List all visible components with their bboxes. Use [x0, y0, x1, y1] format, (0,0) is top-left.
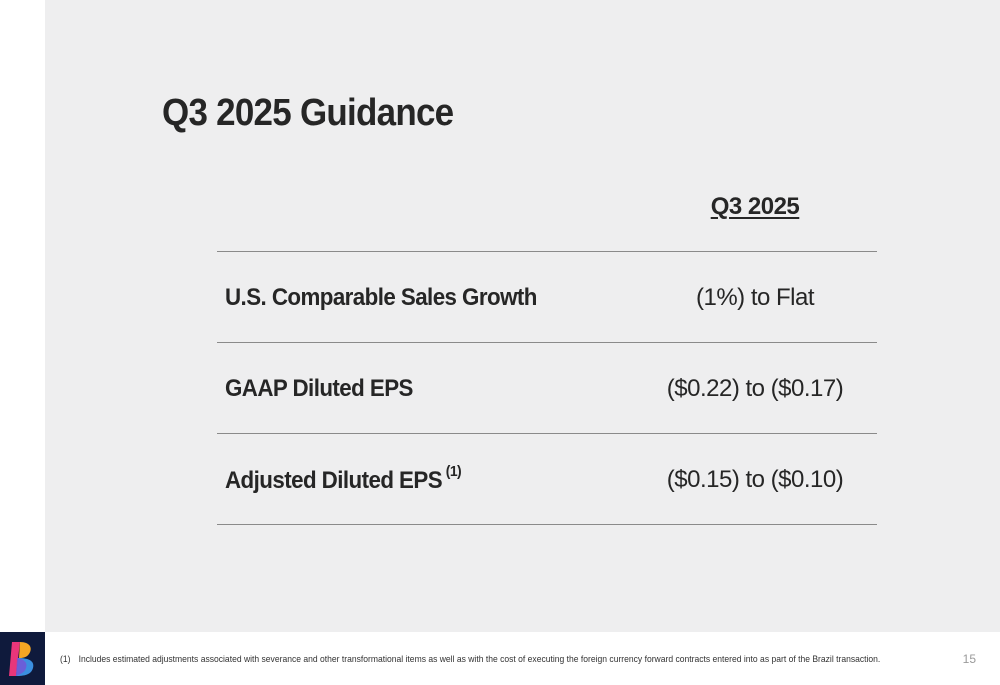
footnote-text: Includes estimated adjustments associate… [78, 654, 881, 665]
row-label-text: GAAP Diluted EPS [225, 375, 413, 402]
row-label-text: U.S. Comparable Sales Growth [225, 284, 537, 311]
table-row: GAAP Diluted EPS ($0.22) to ($0.17) [217, 342, 877, 433]
row-label: Adjusted Diluted EPS (1) [225, 463, 462, 495]
row-value: (1%) to Flat [695, 284, 815, 311]
table-row: Adjusted Diluted EPS (1) ($0.15) to ($0.1… [217, 433, 877, 525]
footer: (1) Includes estimated adjustments associ… [0, 632, 1000, 685]
page-number: 15 [962, 652, 976, 666]
footnote-ref: (1) [445, 463, 462, 480]
guidance-table: U.S. Comparable Sales Growth (1%) to Fla… [217, 251, 877, 525]
brand-logo-icon [0, 632, 45, 685]
column-header: Q3 2025 [710, 193, 800, 220]
slide-title: Q3 2025 Guidance [162, 92, 454, 134]
row-label: U.S. Comparable Sales Growth [225, 284, 537, 312]
table-row: U.S. Comparable Sales Growth (1%) to Fla… [217, 251, 877, 342]
row-label-text: Adjusted Diluted EPS [225, 467, 443, 494]
row-label: GAAP Diluted EPS [225, 375, 413, 403]
row-value: ($0.22) to ($0.17) [666, 375, 844, 402]
slide-panel: Q3 2025 Guidance Q3 2025 U.S. Comparable… [45, 0, 1000, 632]
footnote-number: (1) [60, 654, 71, 665]
brand-logo-graphic [0, 632, 45, 685]
footnote: (1) Includes estimated adjustments associ… [60, 654, 880, 665]
row-value: ($0.15) to ($0.10) [666, 466, 844, 493]
